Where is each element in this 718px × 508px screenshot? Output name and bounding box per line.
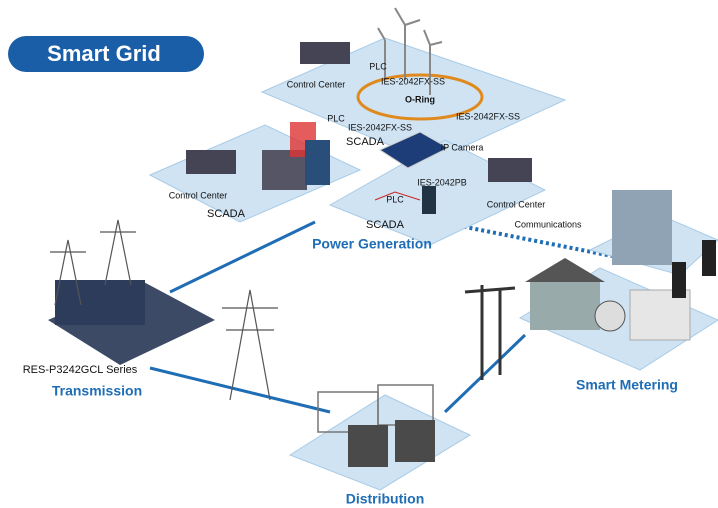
scada-label: SCADA <box>366 219 405 231</box>
device-label: IES-2042FX-SS <box>348 122 412 132</box>
platform <box>330 140 545 245</box>
device-label: IP Camera <box>441 142 484 152</box>
link-line <box>170 222 315 292</box>
device-label: PLC <box>386 194 404 204</box>
transformer <box>395 420 435 462</box>
smart-grid-diagram: Smart Grid Control Center PL <box>0 0 718 508</box>
control-monitors <box>186 150 236 174</box>
device-label: Control Center <box>169 190 228 200</box>
house <box>530 282 600 330</box>
device-label: Control Center <box>487 199 546 209</box>
page-title: Smart Grid <box>47 41 161 66</box>
scada-label: SCADA <box>346 136 385 148</box>
device-label: PLC <box>369 61 387 71</box>
comm-label: Communications <box>514 219 582 229</box>
zone-title: Power Generation <box>312 236 432 252</box>
device-label: Control Center <box>287 79 346 89</box>
utility-pole <box>465 285 515 380</box>
link-line <box>445 335 525 412</box>
roof <box>525 258 605 282</box>
product-label: RES-P3242GCL Series <box>23 364 138 376</box>
transformer <box>348 425 388 467</box>
control-monitors <box>300 42 350 64</box>
meter <box>595 301 625 331</box>
office-building <box>612 190 672 265</box>
data-center <box>55 280 145 325</box>
switch-device <box>422 186 436 214</box>
tank <box>305 140 330 185</box>
zone-title: Smart Metering <box>576 377 678 393</box>
ring-label: O-Ring <box>405 94 435 104</box>
link-line <box>150 368 330 412</box>
device-label: IES-2042PB <box>417 177 467 187</box>
zone-title: Distribution <box>346 491 425 507</box>
zone-title: Transmission <box>52 383 142 399</box>
device-label: PLC <box>327 113 345 123</box>
gateway-device <box>702 240 716 276</box>
device-label: IES-2042FX-SS <box>456 111 520 121</box>
gateway-device <box>672 262 686 298</box>
scada-label: SCADA <box>207 208 246 220</box>
control-monitors <box>488 158 532 182</box>
device-label: IES-2042FX-SS <box>381 76 445 86</box>
